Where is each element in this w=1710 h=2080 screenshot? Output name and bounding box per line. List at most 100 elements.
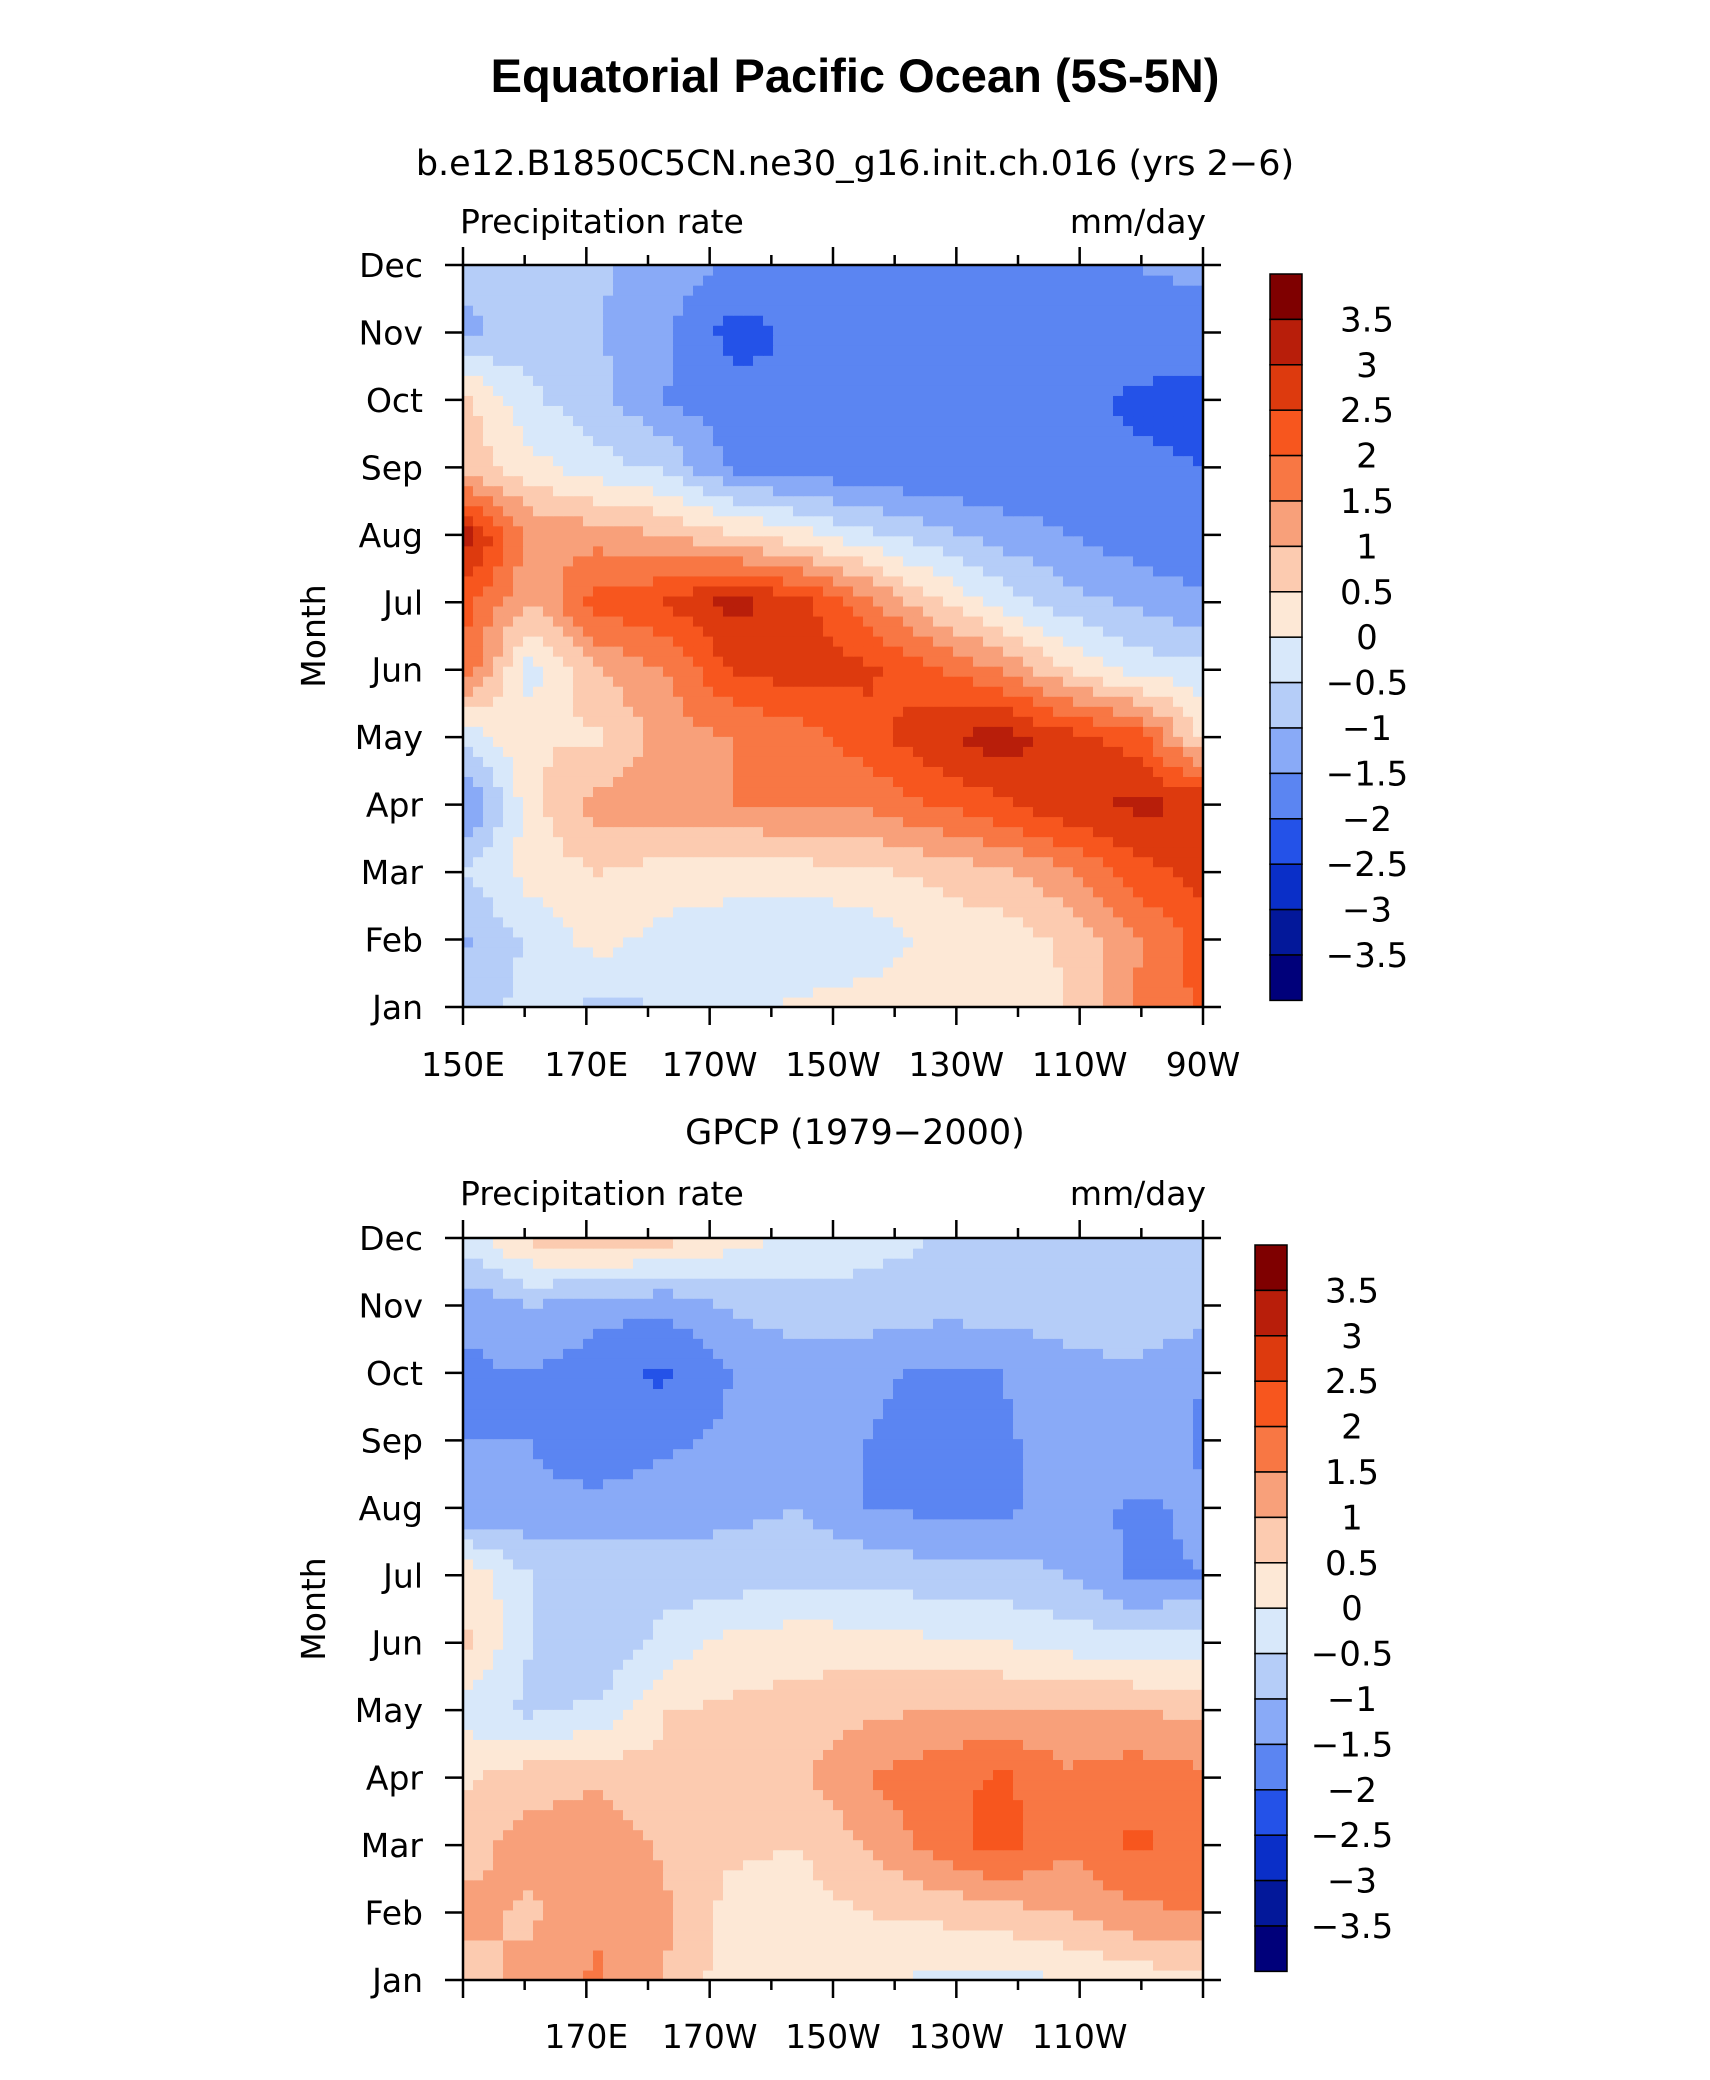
contour-cell [1103, 786, 1114, 798]
contour-cell [613, 826, 624, 838]
contour-cell [673, 876, 684, 888]
contour-cell [463, 676, 474, 687]
contour-cell [933, 786, 944, 798]
contour-cell [1143, 525, 1154, 537]
contour-cell [733, 676, 744, 687]
contour-cell [593, 946, 604, 958]
contour-cell [1123, 806, 1134, 818]
contour-cell [1163, 716, 1174, 727]
contour-cell [583, 515, 594, 527]
contour-cell [763, 826, 774, 838]
contour-cell [623, 666, 634, 677]
contour-cell [603, 756, 614, 767]
contour-cell [1063, 696, 1074, 707]
contour-cell [593, 505, 604, 517]
contour-cell [853, 605, 864, 617]
contour-cell [1023, 666, 1034, 677]
contour-cell [883, 636, 894, 647]
contour-cell [613, 636, 624, 647]
contour-cell [1083, 706, 1094, 717]
contour-cell [1053, 736, 1064, 747]
contour-cell [583, 535, 594, 547]
contour-cell [593, 996, 604, 1008]
contour-cell [843, 545, 854, 557]
contour-cell [963, 435, 974, 447]
contour-cell [563, 766, 574, 777]
contour-cell [733, 966, 744, 978]
contour-cell [943, 465, 954, 477]
contour-cell [1023, 916, 1034, 928]
contour-cell [653, 465, 664, 477]
contour-cell [993, 575, 1004, 587]
contour-cell [1183, 595, 1194, 607]
contour-cell [833, 926, 844, 938]
contour-cell [953, 656, 964, 667]
contour-cell [813, 425, 824, 437]
contour-cell [543, 575, 554, 587]
contour-cell [873, 806, 884, 818]
contour-cell [633, 806, 644, 818]
contour-cell [973, 726, 984, 737]
contour-cell [1113, 475, 1124, 487]
contour-cell [1153, 445, 1164, 457]
contour-cell [493, 886, 504, 898]
contour-cell [1153, 636, 1164, 647]
contour-cell [783, 816, 794, 828]
contour-cell [463, 636, 474, 647]
contour-cell [843, 385, 854, 396]
contour-cell [1013, 786, 1024, 798]
contour-cell [643, 555, 654, 567]
contour-cell [783, 636, 794, 647]
contour-cell [513, 736, 524, 747]
contour-cell [503, 986, 514, 998]
contour-cell [923, 575, 934, 587]
contour-cell [1003, 455, 1014, 467]
contour-cell [953, 706, 964, 717]
contour-cell [663, 465, 674, 477]
contour-cell [1083, 786, 1094, 798]
contour-cell [833, 375, 844, 386]
contour-cell [583, 856, 594, 868]
contour-cell [663, 846, 674, 858]
contour-cell [683, 906, 694, 918]
contour-cell [913, 585, 924, 597]
contour-cell [953, 746, 964, 757]
contour-cell [833, 996, 844, 1008]
contour-cell [963, 756, 974, 767]
contour-cell [613, 976, 624, 988]
contour-cell [473, 986, 484, 998]
contour-cell [923, 976, 934, 988]
contour-cell [1083, 525, 1094, 537]
contour-cell [483, 585, 494, 597]
contour-cell [1053, 525, 1064, 537]
contour-cell [1003, 786, 1014, 798]
contour-cell [1023, 906, 1034, 918]
contour-cell [733, 515, 744, 527]
contour-cell [873, 495, 884, 507]
contour-cell [763, 806, 774, 818]
contour-cell [593, 355, 604, 366]
contour-cell [843, 936, 854, 948]
contour-cell [553, 816, 564, 828]
contour-cell [573, 856, 584, 868]
contour-cell [723, 686, 734, 697]
contour-cell [723, 535, 734, 547]
contour-cell [743, 956, 754, 968]
contour-cell [593, 836, 604, 848]
contour-cell [773, 565, 784, 577]
contour-cell [1053, 345, 1064, 356]
contour-cell [473, 415, 484, 427]
contour-cell [1173, 636, 1184, 647]
contour-cell [803, 365, 814, 376]
contour-cell [933, 696, 944, 707]
contour-cell [763, 355, 774, 366]
contour-cell [1003, 986, 1014, 998]
contour-cell [1173, 335, 1184, 346]
contour-cell [773, 605, 784, 617]
contour-cell [563, 505, 574, 517]
contour-cell [923, 906, 934, 918]
contour-cell [1193, 876, 1204, 888]
contour-cell [483, 886, 494, 898]
contour-cell [693, 726, 704, 737]
contour-cell [1103, 746, 1114, 757]
